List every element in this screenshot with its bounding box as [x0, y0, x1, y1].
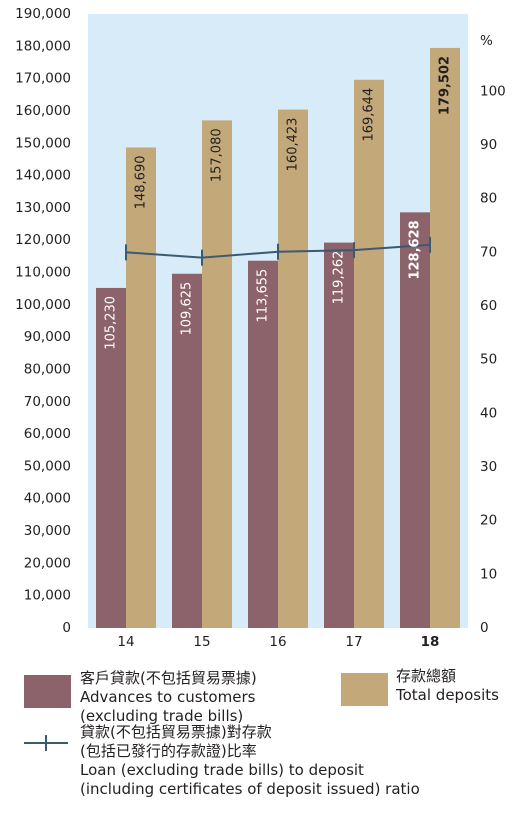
- y-tick-label: 130,000: [15, 200, 71, 216]
- y-tick-label: 180,000: [15, 38, 71, 54]
- bar-advances-16: [248, 260, 278, 628]
- y-tick-label: 0: [62, 620, 71, 636]
- y-tick-label: 20,000: [24, 555, 71, 571]
- x-tick-label-15: 15: [193, 634, 210, 650]
- y-tick-label: 40,000: [24, 491, 71, 507]
- bar-advances-15: [172, 273, 202, 628]
- y-tick-label: 100,000: [15, 297, 71, 313]
- y-tick-label: 50,000: [24, 458, 71, 474]
- data-label-advances-18: 128,628: [408, 220, 423, 279]
- y-tick-label: 60,000: [24, 426, 71, 442]
- data-label-advances-15: 109,625: [180, 282, 195, 336]
- y2-tick-label: 0: [480, 620, 489, 636]
- legend-deposits: 存款總額 Total deposits: [396, 667, 499, 705]
- legend-ratio-en-2: (including certificates of deposit issue…: [80, 780, 420, 798]
- y-tick-label: 150,000: [15, 135, 71, 151]
- x-tick-label-16: 16: [269, 634, 286, 650]
- legend-advances-en: Advances to customers: [80, 688, 256, 706]
- y-tick-label: 70,000: [24, 394, 71, 410]
- y2-tick-label: 80: [480, 191, 497, 207]
- data-label-deposits-18: 179,502: [438, 56, 453, 115]
- y-tick-label: 140,000: [15, 168, 71, 184]
- legend-swatch-advances: [24, 675, 71, 708]
- bar-deposits-15: [202, 120, 232, 628]
- legend-ratio-zh-2: (包括已發行的存款證)比率: [80, 742, 257, 760]
- legend-advances-zh: 客戶貸款(不包括貿易票據): [80, 669, 257, 687]
- legend-deposits-en: Total deposits: [396, 686, 499, 704]
- y2-tick-label: 90: [480, 137, 497, 153]
- legend-ratio-marker: [24, 735, 68, 751]
- legend-ratio: 貸款(不包括貿易票據)對存款 (包括已發行的存款證)比率 Loan (exclu…: [80, 723, 420, 799]
- chart: 105,230 109,625 113,655 119,262 128,628 148,6…: [15, 6, 506, 650]
- y2-unit-label: %: [480, 33, 493, 49]
- y-tick-label: 190,000: [15, 6, 71, 22]
- bar-advances-17: [324, 242, 354, 628]
- y2-tick-label: 30: [480, 459, 497, 475]
- data-label-advances-16: 113,655: [256, 269, 271, 323]
- y-tick-label: 80,000: [24, 361, 71, 377]
- bar-deposits-17: [354, 79, 384, 628]
- data-label-deposits-14: 148,690: [134, 155, 149, 209]
- x-tick-label-18: 18: [421, 634, 440, 650]
- bar-advances-14: [96, 287, 126, 628]
- data-label-deposits-17: 169,644: [362, 88, 377, 142]
- legend-ratio-zh-1: 貸款(不包括貿易票據)對存款: [80, 723, 272, 741]
- bar-deposits-16: [278, 109, 308, 628]
- y-tick-label: 90,000: [24, 329, 71, 345]
- bar-deposits-18: [430, 47, 460, 629]
- y-tick-label: 10,000: [24, 588, 71, 604]
- bar-deposits-14: [126, 147, 156, 628]
- y2-tick-label: 60: [480, 298, 497, 314]
- y2-tick-label: 70: [480, 244, 497, 260]
- legend-deposits-zh: 存款總額: [396, 667, 457, 685]
- y-tick-label: 160,000: [15, 103, 71, 119]
- x-tick-label-14: 14: [117, 634, 134, 650]
- y-tick-label: 170,000: [15, 71, 71, 87]
- x-tick-label-17: 17: [345, 634, 362, 650]
- y-tick-label: 110,000: [15, 265, 71, 281]
- y2-tick-label: 40: [480, 405, 497, 421]
- legend-advances: 客戶貸款(不包括貿易票據) Advances to customers (exc…: [80, 669, 257, 726]
- legend-advances-en-2: (excluding trade bills): [80, 707, 244, 725]
- legend-ratio-en-1: Loan (excluding trade bills) to deposit: [80, 761, 364, 779]
- legend-swatch-deposits: [341, 673, 388, 706]
- data-label-advances-17: 119,262: [332, 251, 347, 305]
- y-tick-label: 120,000: [15, 232, 71, 248]
- y2-tick-label: 20: [480, 513, 497, 529]
- y-tick-label: 30,000: [24, 523, 71, 539]
- y2-tick-label: 100: [480, 83, 506, 99]
- data-label-deposits-15: 157,080: [210, 128, 225, 182]
- y2-tick-label: 10: [480, 566, 497, 582]
- data-label-deposits-16: 160,423: [286, 118, 301, 172]
- bar-advances-18: [400, 212, 430, 628]
- data-label-advances-14: 105,230: [104, 296, 119, 350]
- y2-tick-label: 50: [480, 352, 497, 368]
